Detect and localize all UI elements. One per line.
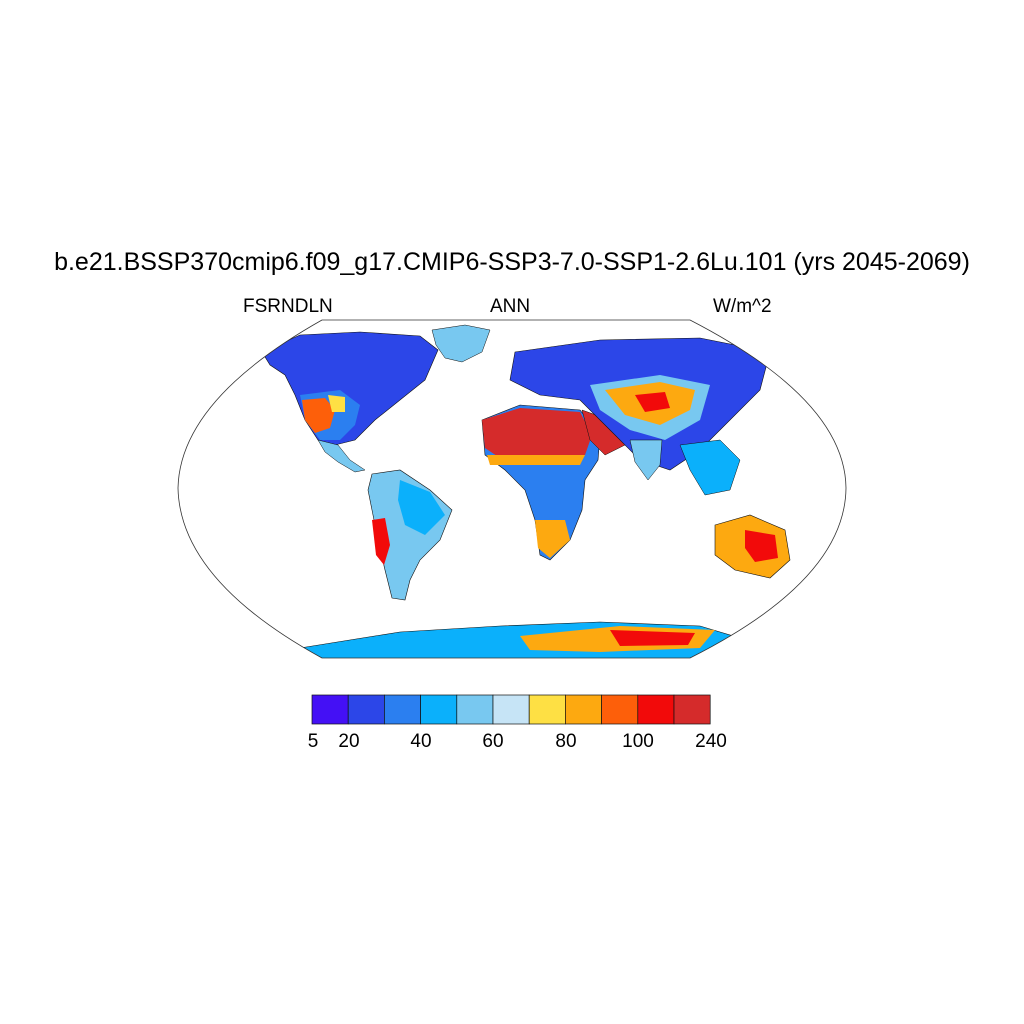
colorbar-swatch bbox=[528, 694, 566, 725]
colorbar-swatch bbox=[456, 694, 494, 725]
colorbar-tick-label: 80 bbox=[555, 731, 577, 752]
andes-hot-zone bbox=[372, 518, 390, 565]
colorbar-swatch bbox=[601, 694, 639, 725]
southwest-us bbox=[302, 398, 335, 433]
india bbox=[629, 439, 663, 481]
colorbar-tick-label: 5 bbox=[307, 731, 319, 752]
colorbar-swatch bbox=[565, 694, 602, 725]
southern-africa bbox=[535, 520, 570, 558]
colorbar-swatch bbox=[673, 694, 711, 725]
map-outline bbox=[177, 319, 847, 659]
tibet-core bbox=[635, 392, 670, 412]
units-label: W/m^2 bbox=[713, 296, 772, 317]
colorbar-swatch bbox=[492, 694, 530, 725]
sahara-hot-zone bbox=[482, 408, 592, 460]
greenland-land bbox=[431, 324, 491, 363]
great-plains bbox=[328, 395, 345, 412]
australia-core bbox=[745, 530, 778, 562]
mexico bbox=[317, 439, 366, 473]
colorbar-tick-label: 60 bbox=[482, 731, 504, 752]
colorbar-swatch bbox=[347, 694, 385, 725]
sahel-band bbox=[487, 455, 585, 465]
colorbar-tick-label: 100 bbox=[622, 731, 654, 752]
plot-title: b.e21.BSSP370cmip6.f09_g17.CMIP6-SSP3-7.… bbox=[54, 248, 970, 276]
antarctica-core bbox=[610, 630, 695, 646]
south-america-east bbox=[398, 480, 445, 535]
colorbar bbox=[311, 694, 711, 725]
colorbar-swatch bbox=[420, 694, 458, 725]
colorbar-swatch bbox=[384, 694, 421, 725]
colorbar-tick-label: 240 bbox=[695, 731, 727, 752]
season-label: ANN bbox=[490, 296, 531, 317]
southeast-asia bbox=[679, 439, 741, 496]
colorbar-tick-label: 40 bbox=[410, 731, 432, 752]
colorbar-tick-label: 20 bbox=[338, 731, 360, 752]
colorbar-swatch bbox=[311, 694, 349, 725]
colorbar-swatch bbox=[637, 694, 675, 725]
variable-label: FSRNDLN bbox=[243, 296, 333, 317]
